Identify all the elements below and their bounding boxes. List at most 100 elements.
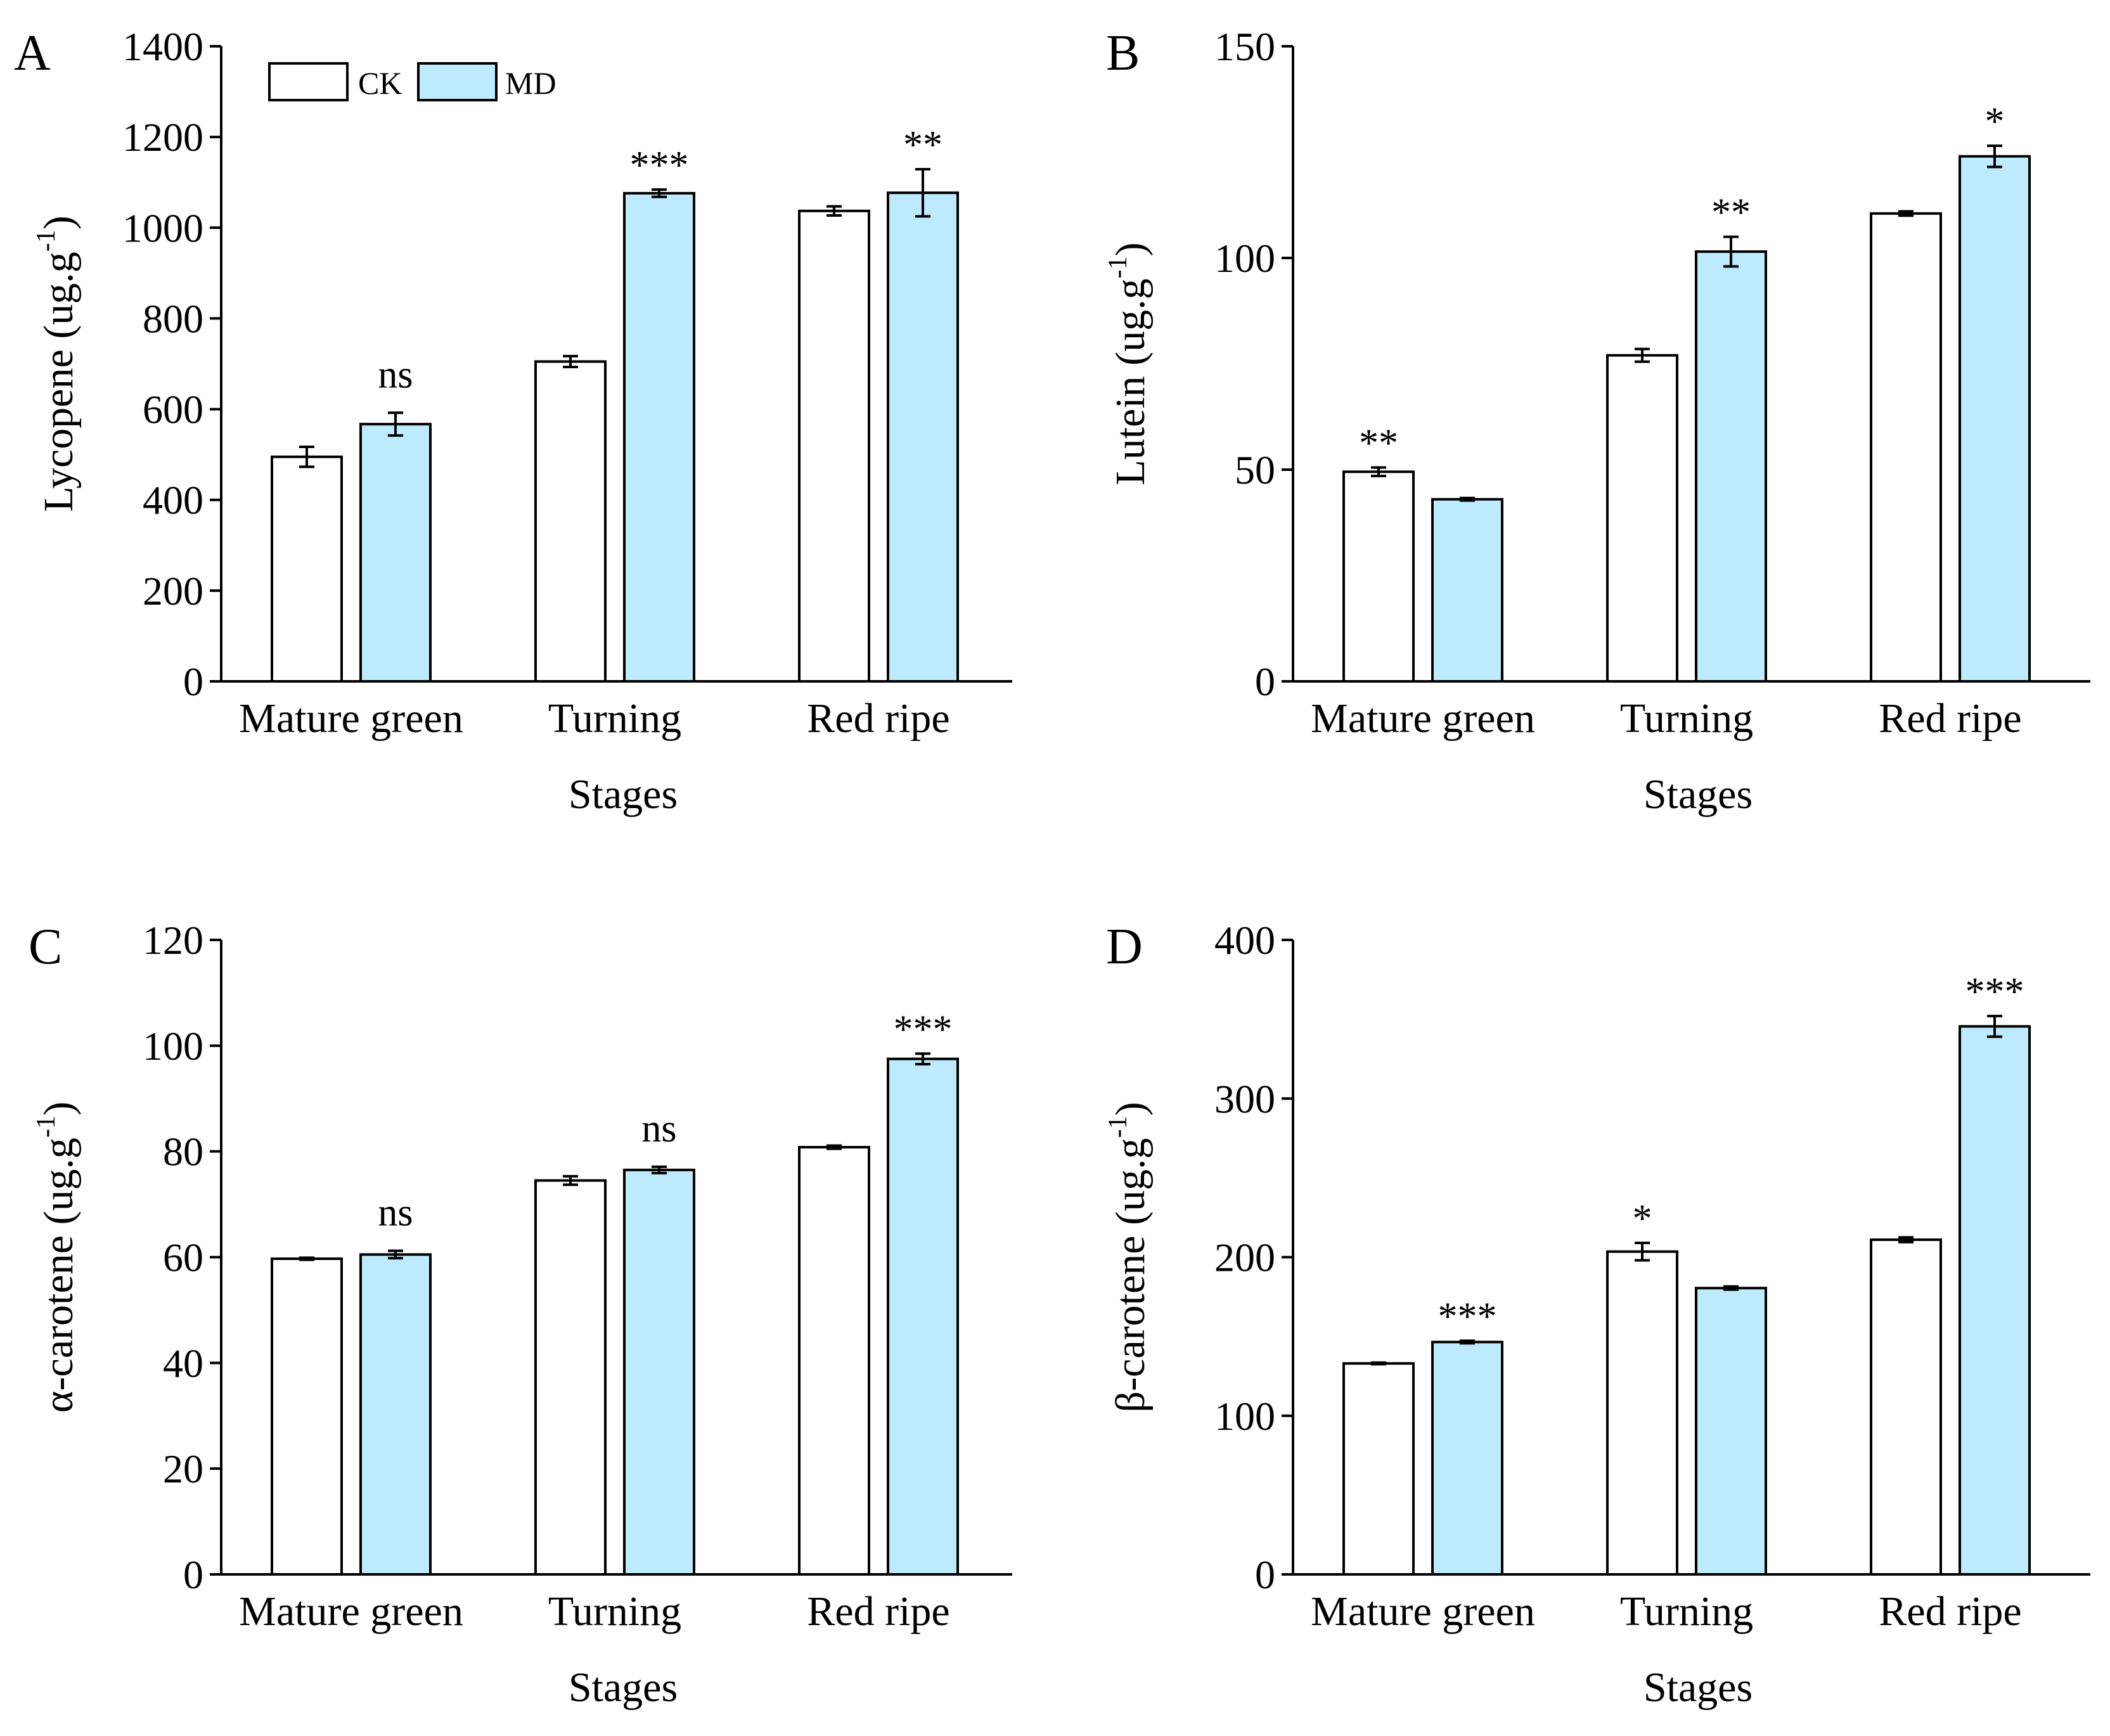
- bar-ck-2: [1870, 1238, 1942, 1576]
- bar-ck-1: [1606, 354, 1678, 683]
- error-bar-md-2: [1987, 1015, 2002, 1038]
- error-bar-md-0: [388, 1249, 403, 1260]
- bar-ck-1: [534, 1179, 607, 1576]
- legend: CK MD: [268, 62, 556, 101]
- x-tick-label: Mature green: [1311, 1588, 1535, 1635]
- bar-md-2: [887, 191, 959, 683]
- chart-panel-c: C 0 20 40 60 80 100 120 Mature green Turning Red r…: [29, 918, 1012, 1711]
- chart-panel-b: B 0 50 100 150 Mature green Turning Red ripe Sta…: [1103, 24, 2090, 818]
- x-tick-label: Turning: [1620, 695, 1753, 742]
- error-bar-ck-0: [299, 445, 314, 468]
- x-tick-label: Red ripe: [807, 695, 949, 742]
- bar-ck-2: [798, 1145, 870, 1576]
- error-bar-ck-1: [563, 1174, 578, 1186]
- x-tick-label: Mature green: [1311, 695, 1535, 742]
- y-tick-label: 1200: [122, 115, 203, 160]
- y-tick-label: 100: [1214, 236, 1275, 281]
- x-tick-label: Mature green: [239, 695, 463, 742]
- significance-label: ns: [641, 1107, 676, 1150]
- significance-label: ***: [894, 1008, 953, 1051]
- x-tick-label: Red ripe: [1879, 695, 2021, 742]
- error-bar-ck-1: [1635, 1241, 1650, 1262]
- significance-label: *: [1985, 100, 2005, 143]
- bar-ck-1: [534, 360, 607, 683]
- bar-md-1: [623, 191, 695, 683]
- legend-label-md: MD: [505, 65, 556, 101]
- significance-label: ns: [378, 353, 413, 396]
- y-tick-label: 150: [1214, 24, 1275, 69]
- y-tick-label: 50: [1235, 447, 1275, 492]
- bar-md-2: [1959, 155, 2031, 683]
- panel-letter: D: [1106, 919, 1143, 975]
- x-tick-label: Red ripe: [807, 1588, 949, 1635]
- y-tick-label: 120: [143, 918, 203, 963]
- bar-ck-1: [1606, 1250, 1678, 1576]
- legend-label-ck: CK: [358, 65, 402, 101]
- y-tick-label: 0: [1255, 1552, 1275, 1597]
- error-bar-md-1: [1723, 235, 1739, 268]
- y-axis-title: α-carotene (ug.g-1): [32, 1102, 82, 1413]
- bar-md-0: [359, 1253, 432, 1576]
- y-tick-label: 200: [143, 569, 203, 614]
- x-tick-label: Turning: [548, 1588, 681, 1635]
- bar-md-1: [1695, 250, 1767, 683]
- y-tick-label: 0: [1255, 659, 1275, 704]
- error-bar-ck-0: [1371, 466, 1386, 478]
- error-bar-ck-0: [1371, 1361, 1386, 1366]
- y-tick-label: 0: [183, 1552, 203, 1597]
- y-axis-title: β-carotene (ug.g-1): [1103, 1102, 1154, 1412]
- bar-md-0: [359, 423, 432, 683]
- y-tick-label: 60: [163, 1235, 203, 1280]
- y-tick-label: 400: [1214, 918, 1275, 963]
- y-tick-label: 600: [143, 387, 203, 432]
- bar-md-1: [1695, 1287, 1767, 1576]
- legend-swatch-md: [417, 62, 498, 101]
- bar-md-0: [1431, 1341, 1503, 1576]
- panel-letter: B: [1106, 25, 1140, 81]
- error-bar-ck-2: [827, 205, 842, 217]
- error-bar-md-0: [1460, 1339, 1475, 1345]
- error-bar-ck-1: [563, 354, 578, 369]
- y-tick-label: 300: [1214, 1076, 1275, 1121]
- y-tick-label: 100: [1214, 1394, 1275, 1439]
- y-tick-label: 800: [143, 296, 203, 341]
- bar-ck-0: [271, 1257, 343, 1576]
- significance-label: ***: [1438, 1295, 1497, 1338]
- error-bar-md-1: [1723, 1285, 1739, 1291]
- significance-label: ***: [1965, 970, 2024, 1013]
- x-tick-label: Turning: [1620, 1588, 1753, 1635]
- error-bar-md-2: [915, 167, 930, 218]
- bar-md-1: [623, 1168, 695, 1576]
- x-tick-label: Turning: [548, 695, 681, 742]
- y-tick-label: 400: [143, 478, 203, 523]
- bar-ck-2: [798, 209, 870, 683]
- y-tick-label: 0: [183, 659, 203, 704]
- x-tick-label: Red ripe: [1879, 1588, 2021, 1635]
- error-bar-md-1: [652, 188, 667, 198]
- panel-letter: A: [14, 25, 51, 81]
- panel-letter: C: [29, 919, 62, 975]
- significance-label: **: [1359, 422, 1398, 465]
- bar-ck-0: [271, 455, 343, 683]
- significance-label: *: [1633, 1197, 1652, 1240]
- bar-ck-2: [1870, 212, 1942, 683]
- significance-label: ***: [630, 144, 689, 187]
- error-bar-ck-2: [1898, 210, 1914, 217]
- bar-ck-0: [1342, 1362, 1415, 1576]
- error-bar-md-2: [1987, 144, 2002, 169]
- chart-panel-d: D 0 100 200 300 400 Mature green Turning Red rip…: [1103, 918, 2090, 1711]
- error-bar-ck-0: [299, 1256, 314, 1261]
- error-bar-ck-1: [1635, 347, 1650, 363]
- error-bar-ck-2: [1898, 1236, 1914, 1244]
- y-tick-label: 100: [143, 1024, 203, 1069]
- bar-md-2: [887, 1057, 959, 1576]
- error-bar-md-0: [388, 411, 403, 437]
- error-bar-md-0: [1460, 496, 1475, 502]
- bar-md-2: [1959, 1025, 2031, 1576]
- significance-label: **: [1711, 191, 1751, 235]
- y-tick-label: 20: [163, 1446, 203, 1491]
- y-tick-label: 1000: [122, 205, 203, 250]
- y-tick-label: 40: [163, 1341, 203, 1386]
- legend-swatch-ck: [268, 62, 349, 101]
